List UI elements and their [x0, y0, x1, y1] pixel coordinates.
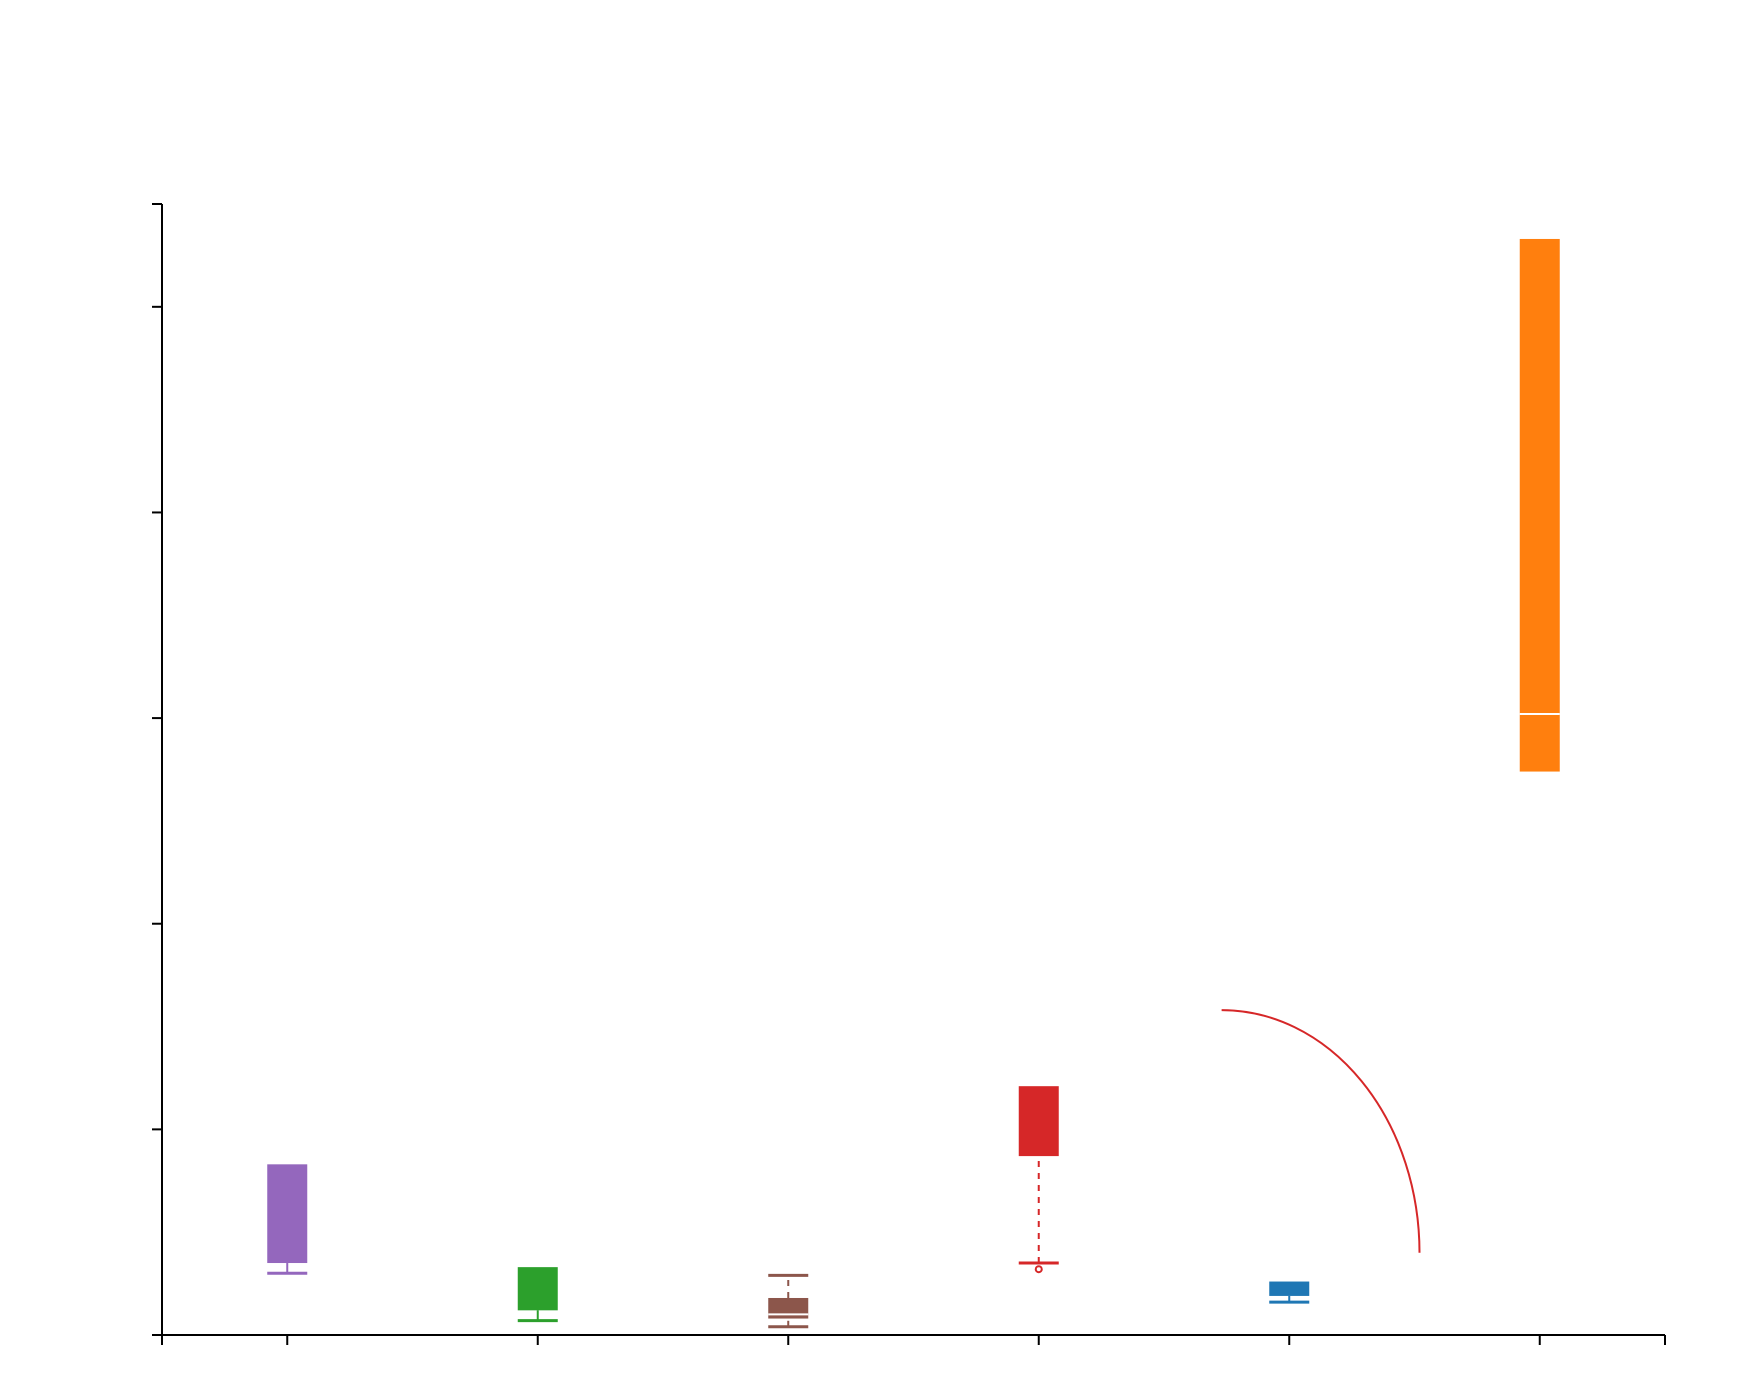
box-body	[1519, 238, 1560, 772]
box-body	[768, 1297, 809, 1319]
outlier-point	[1034, 1265, 1043, 1274]
box-body	[1018, 1086, 1059, 1157]
box-body	[267, 1164, 308, 1264]
box-body	[1269, 1281, 1310, 1296]
box-body	[517, 1267, 558, 1311]
annotation-arc	[1221, 1009, 1421, 1253]
